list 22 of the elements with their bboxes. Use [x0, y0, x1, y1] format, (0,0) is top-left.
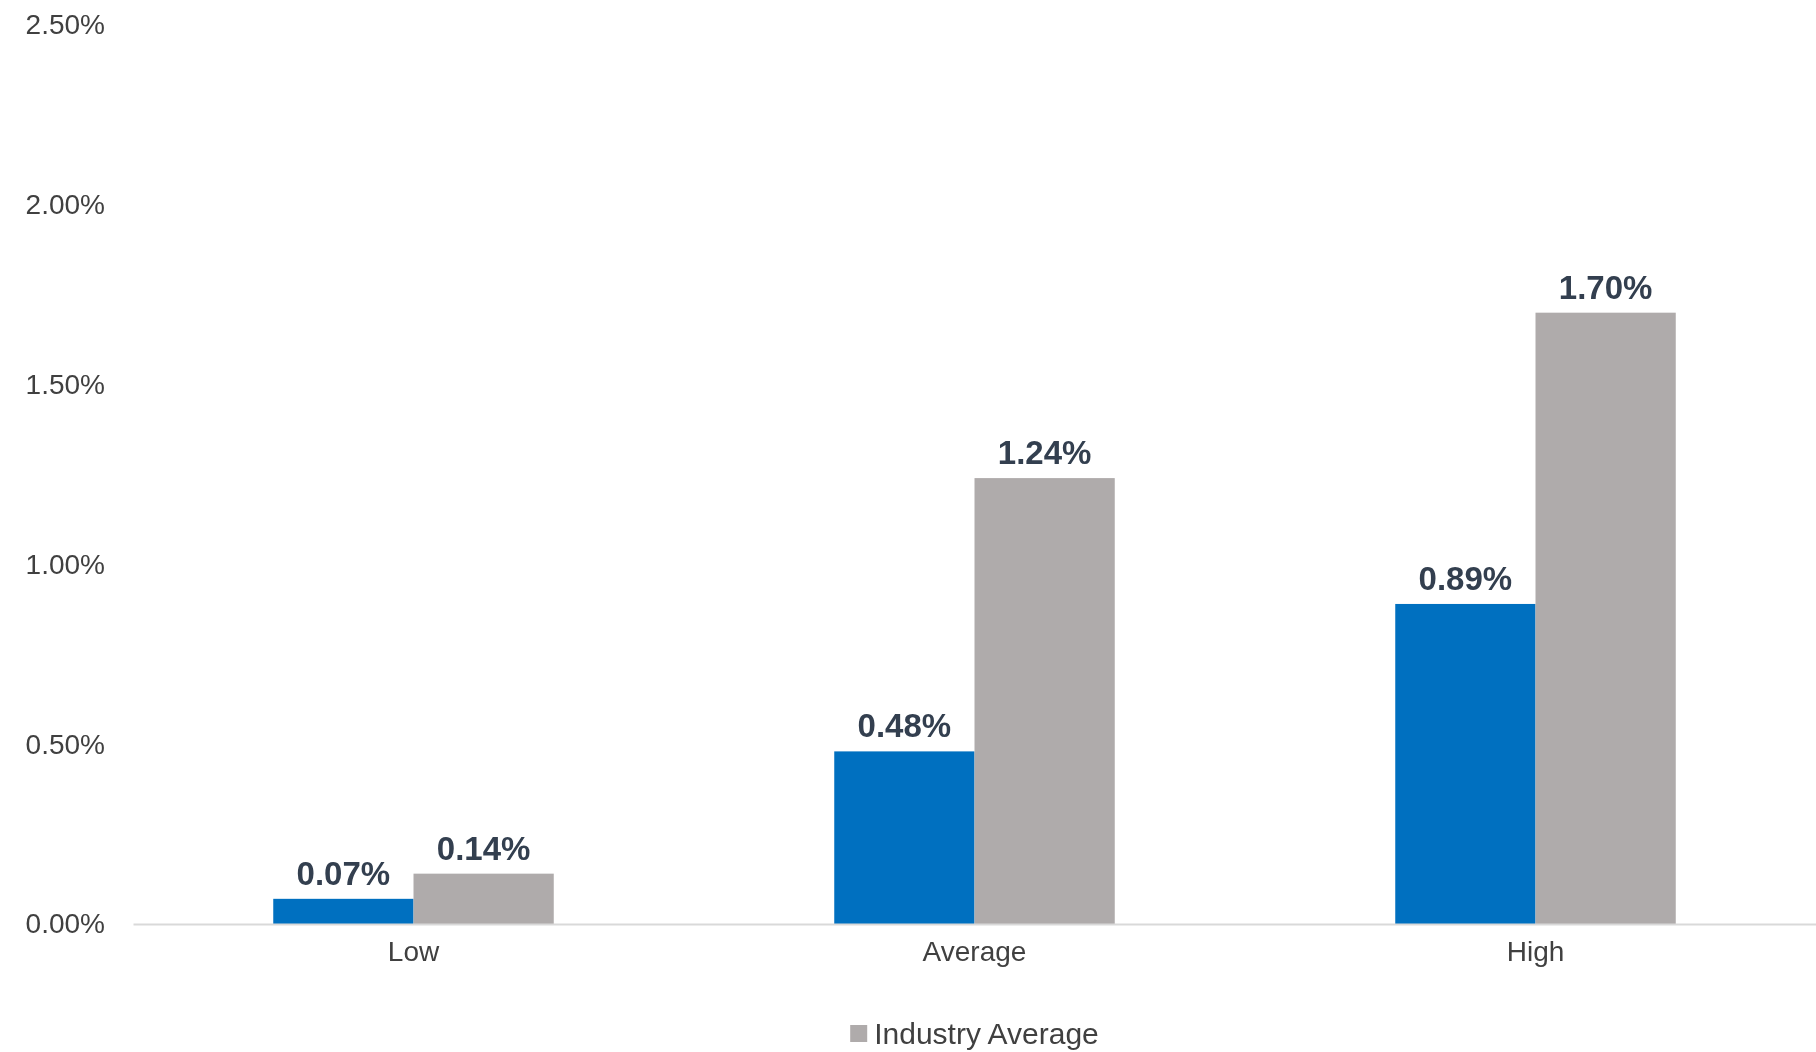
legend-label: Industry Average [874, 1017, 1099, 1050]
bar [974, 478, 1115, 924]
y-tick-label: 2.00% [25, 189, 105, 221]
y-tick-label: 2.50% [25, 9, 105, 41]
y-tick-label: 0.50% [25, 728, 105, 760]
x-tick-label: Low [387, 935, 440, 967]
bar [1395, 603, 1536, 924]
x-tick-label: Average [922, 935, 1027, 967]
bar [273, 898, 414, 924]
x-tick-label: High [1506, 935, 1565, 967]
data-label: 0.48% [857, 707, 952, 745]
bar [413, 873, 554, 924]
data-label: 0.89% [1418, 559, 1513, 597]
bar [834, 751, 975, 924]
y-tick-label: 1.50% [25, 369, 105, 401]
y-tick-label: 0.00% [25, 908, 105, 940]
data-label: 0.14% [436, 829, 531, 867]
bar [1535, 312, 1676, 924]
data-label: 1.24% [997, 434, 1092, 472]
data-label: 1.70% [1558, 268, 1653, 306]
data-label: 0.07% [296, 854, 391, 892]
y-tick-label: 1.00% [25, 548, 105, 580]
